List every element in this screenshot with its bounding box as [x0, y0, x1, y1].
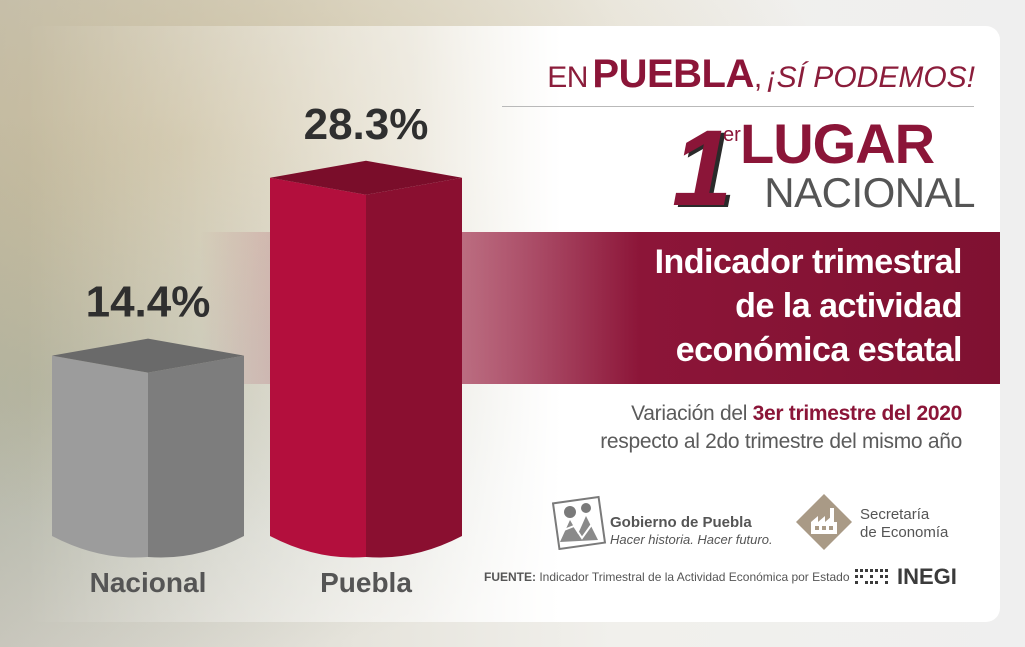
source-note: FUENTE: Indicador Trimestral de la Activ… — [484, 570, 850, 584]
indicator-title: Indicador trimestral de la actividad eco… — [560, 240, 963, 372]
secretaria-line-2: de Economía — [860, 524, 949, 541]
inegi-text: INEGI — [897, 564, 957, 589]
variation-line-2: respecto al 2do trimestre del mismo año — [600, 430, 962, 453]
bar-chart: 14.4% Nacional 28.3% Puebla — [52, 100, 462, 598]
bar-puebla — [270, 160, 462, 558]
headline-state: PUEBLA — [592, 52, 754, 96]
bar-top-puebla — [270, 160, 462, 195]
bar-top-nacional — [52, 338, 244, 373]
bar-side-nacional — [148, 355, 244, 558]
variation-note: Variación del 3er trimestre del 2020 res… — [520, 400, 962, 456]
category-label-puebla: Puebla — [320, 567, 412, 598]
source-label: FUENTE: — [484, 570, 536, 584]
secretaria-economia-logo: Secretaría de Economía — [794, 490, 969, 554]
rank-number: 1 — [672, 107, 732, 228]
gobierno-slogan: Hacer historia. Hacer futuro. — [610, 532, 773, 547]
bar-front-nacional — [52, 355, 148, 558]
variation-highlight: 3er trimestre del 2020 — [752, 402, 963, 425]
variation-pre: Variación del — [631, 402, 748, 425]
bar-side-puebla — [366, 177, 462, 558]
category-label-nacional: Nacional — [90, 567, 207, 598]
indicator-line-3: económica estatal — [675, 331, 963, 369]
value-label-nacional: 14.4% — [86, 278, 211, 327]
rank-suffix: er — [723, 124, 741, 146]
headline-slogan: ¡SÍ PODEMOS! — [766, 61, 975, 94]
source-text: Indicador Trimestral de la Actividad Eco… — [539, 570, 850, 584]
headline-divider — [502, 106, 974, 107]
bar-front-puebla — [270, 177, 366, 558]
gobierno-name: Gobierno de Puebla — [610, 514, 752, 531]
indicator-line-2: de la actividad — [735, 287, 962, 325]
inegi-dots-icon — [855, 569, 888, 584]
inegi-logo: INEGI — [855, 564, 967, 590]
indicator-line-1: Indicador trimestral — [654, 243, 963, 281]
bar-nacional — [52, 338, 244, 558]
value-label-puebla: 28.3% — [304, 100, 429, 149]
rank-nacional: NACIONAL — [764, 169, 975, 216]
headline-comma: , — [753, 61, 763, 94]
gobierno-puebla-logo: Gobierno de Puebla Hacer historia. Hacer… — [552, 490, 782, 554]
headline-prefix: EN — [547, 61, 588, 94]
headline: EN PUEBLA, ¡SÍ PODEMOS! — [500, 52, 975, 104]
secretaria-emblem-icon — [796, 494, 852, 550]
rank-lugar: LUGAR — [740, 112, 935, 175]
gobierno-emblem-icon — [552, 495, 607, 550]
secretaria-line-1: Secretaría — [860, 506, 930, 523]
